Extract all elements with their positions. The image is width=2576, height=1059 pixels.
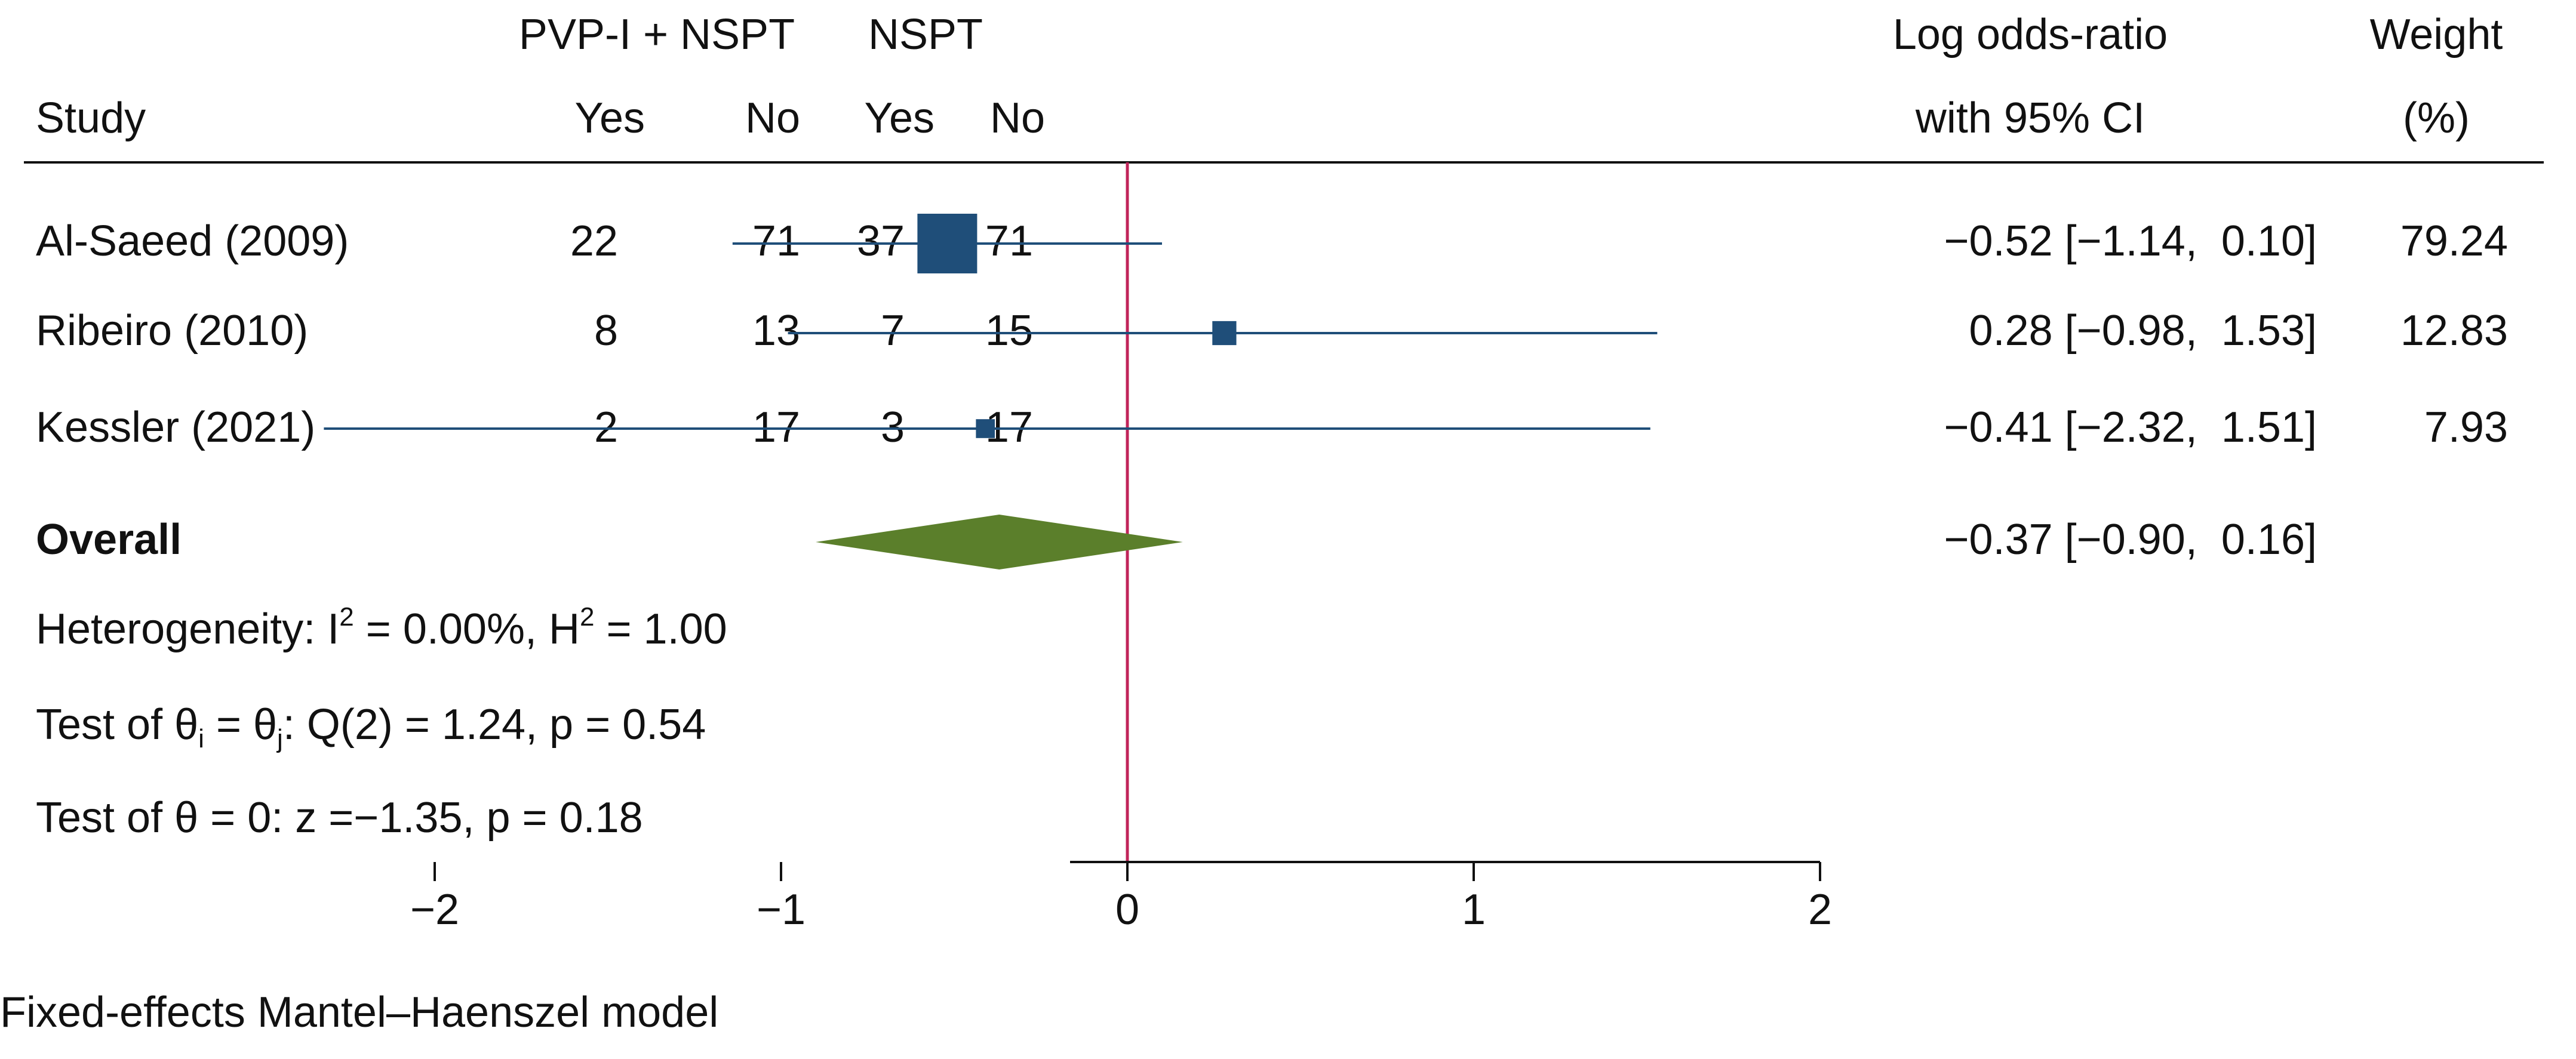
study-marker — [917, 214, 977, 273]
x-axis-tick-label: 0 — [1115, 886, 1139, 934]
study-marker — [976, 419, 995, 438]
study-ci-text: 0.28 [−0.98, 1.53] — [1969, 307, 2317, 355]
overall-effect-test: Test of θ = 0: z =−1.35, p = 0.18 — [36, 794, 643, 842]
study-g1-no: 71 — [752, 217, 800, 265]
study-g2-no: 15 — [985, 307, 1033, 355]
study-marker — [1212, 321, 1237, 346]
study-name: Al-Saeed (2009) — [36, 217, 349, 265]
overall-label: Overall — [36, 516, 182, 564]
effect-header-line1: Log odds-ratio — [1892, 11, 2168, 59]
group1-header: PVP-I + NSPT — [518, 11, 795, 59]
g2-yes-header: Yes — [864, 94, 935, 142]
study-g1-yes: 8 — [594, 307, 618, 355]
model-note: Fixed-effects Mantel–Haenszel model — [0, 989, 719, 1036]
study-g2-yes: 37 — [856, 217, 905, 265]
study-weight: 79.24 — [2400, 217, 2508, 265]
homogeneity-test: Test of θi = θj: Q(2) = 1.24, p = 0.54 — [36, 701, 706, 753]
study-header: Study — [36, 94, 146, 142]
x-axis-tick-label: 1 — [1462, 886, 1486, 934]
x-axis-tick-label: −2 — [410, 886, 459, 934]
g1-yes-header: Yes — [574, 94, 645, 142]
study-g2-yes: 7 — [880, 307, 905, 355]
study-weight: 7.93 — [2424, 404, 2508, 451]
g1-no-header: No — [745, 94, 800, 142]
effect-header-line2: with 95% CI — [1915, 94, 2145, 142]
group2-header: NSPT — [868, 11, 983, 59]
weight-header-line1: Weight — [2369, 11, 2503, 59]
overall-ci-text: −0.37 [−0.90, 0.16] — [1944, 516, 2317, 564]
study-name: Ribeiro (2010) — [36, 307, 309, 355]
weight-header-line2: (%) — [2403, 94, 2470, 142]
study-weight: 12.83 — [2400, 307, 2508, 355]
g2-no-header: No — [989, 94, 1045, 142]
study-g2-no: 71 — [985, 217, 1033, 265]
x-axis-tick-label: −1 — [757, 886, 806, 934]
study-ci-text: −0.41 [−2.32, 1.51] — [1944, 404, 2317, 451]
x-axis-tick-label: 2 — [1808, 886, 1832, 934]
study-ci-text: −0.52 [−1.14, 0.10] — [1944, 217, 2317, 265]
plot-layer: −2 −1 0 1 2 — [324, 162, 1832, 934]
overall-diamond — [816, 515, 1183, 569]
study-name: Kessler (2021) — [36, 404, 316, 451]
study-g1-no: 13 — [752, 307, 800, 355]
heterogeneity-stat: Heterogeneity: I2 = 0.00%, H2 = 1.00 — [36, 602, 727, 653]
study-g1-yes: 22 — [570, 217, 618, 265]
